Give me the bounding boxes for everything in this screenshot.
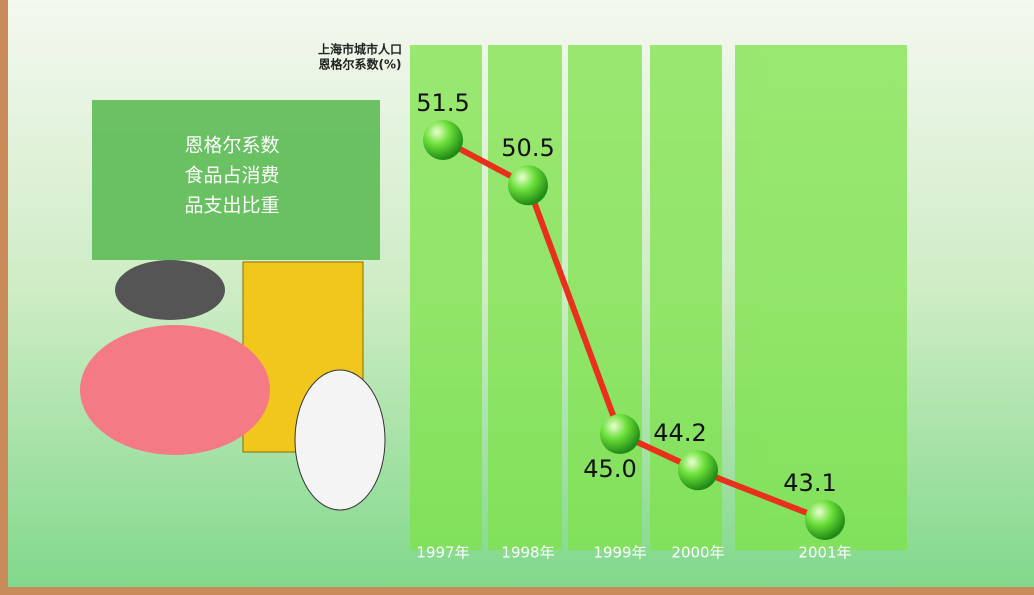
note-box — [92, 100, 380, 260]
value-label: 44.2 — [653, 419, 706, 447]
data-point — [423, 120, 463, 160]
data-point — [678, 450, 718, 491]
data-point — [805, 500, 845, 540]
x-tick-label: 1997年 — [416, 544, 469, 562]
note-text: 品支出比重 — [184, 195, 279, 217]
data-point — [508, 165, 548, 206]
chart-title: 上海市城市人口 — [318, 42, 402, 57]
strip — [568, 45, 642, 550]
note-text: 恩格尔系数 — [184, 135, 279, 157]
x-tick-label: 1999年 — [593, 544, 646, 562]
value-label: 43.1 — [783, 469, 836, 497]
cartoon-face — [80, 325, 270, 455]
value-label: 51.5 — [416, 89, 469, 117]
data-point — [600, 414, 640, 455]
cartoon-rooster — [115, 260, 225, 320]
strip — [488, 45, 562, 550]
chart-title: 恩格尔系数(%) — [319, 57, 402, 72]
decoration — [80, 260, 386, 511]
value-label: 50.5 — [501, 134, 554, 162]
strip — [735, 45, 907, 550]
left-border — [0, 0, 8, 595]
cartoon-cow — [294, 369, 386, 511]
x-tick-label: 1998年 — [501, 544, 554, 562]
value-label: 45.0 — [583, 455, 636, 483]
note-text: 食品占消费 — [184, 165, 279, 187]
x-tick-label: 2000年 — [671, 544, 724, 562]
x-tick-label: 2001年 — [798, 544, 851, 562]
bottom-border — [0, 587, 1034, 595]
